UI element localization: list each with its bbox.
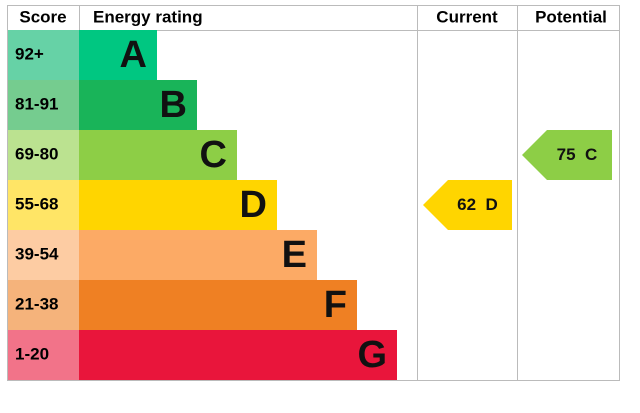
band-letter: F: [324, 284, 347, 326]
band-bar: [79, 280, 357, 330]
header-potential: Potential: [535, 7, 607, 26]
score-cell: [8, 330, 79, 380]
band-bar: [79, 180, 277, 230]
header-score: Score: [19, 7, 66, 26]
score-cell: [8, 30, 79, 80]
score-label: 21-38: [15, 294, 58, 313]
score-cell: [8, 180, 79, 230]
score-label: 69-80: [15, 144, 58, 163]
band-bar: [79, 80, 197, 130]
rating-arrow: [423, 180, 512, 230]
rating-label: 75 C: [557, 145, 598, 164]
band-letter: B: [160, 84, 187, 126]
score-label: 81-91: [15, 94, 58, 113]
band-letter: A: [120, 34, 147, 76]
score-cell: [8, 230, 79, 280]
rating-value: 75: [557, 145, 576, 164]
rating-label: 62 D: [457, 195, 498, 214]
band-bar: [79, 230, 317, 280]
band-letter: C: [200, 134, 227, 176]
header-current: Current: [436, 7, 498, 26]
score-cell: [8, 80, 79, 130]
score-cell: [8, 280, 79, 330]
band-letter: E: [282, 234, 307, 276]
score-label: 1-20: [15, 344, 49, 363]
rating-value: 62: [457, 195, 476, 214]
band-bar: [79, 30, 157, 80]
score-label: 92+: [15, 44, 44, 63]
frame: [7, 5, 620, 381]
band-letter: D: [240, 184, 267, 226]
header-rating: Energy rating: [93, 7, 203, 26]
rating-arrow: [522, 130, 612, 180]
band-letter: G: [357, 334, 387, 376]
band-bar: [79, 130, 237, 180]
rating-letter: C: [585, 145, 597, 164]
rating-letter: D: [486, 195, 498, 214]
score-cell: [8, 130, 79, 180]
band-bar: [79, 330, 397, 380]
score-label: 55-68: [15, 194, 58, 213]
score-label: 39-54: [15, 244, 59, 263]
